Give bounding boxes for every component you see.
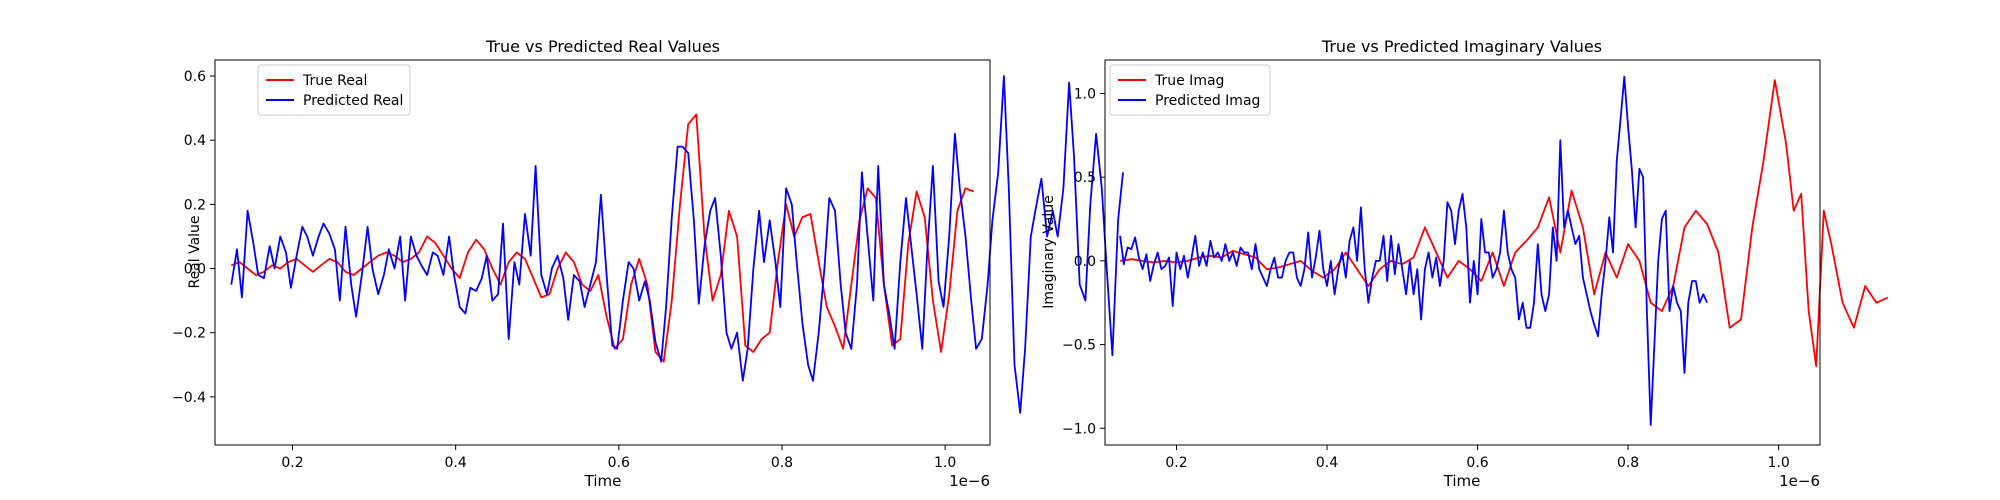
legend-box	[1109, 64, 1271, 116]
legend-label-true-real: True Real	[302, 73, 367, 89]
y-tick-label: 0.2	[184, 197, 206, 213]
legend-label-predicted-real: Predicted Real	[303, 93, 403, 109]
chart-title: True vs Predicted Real Values	[485, 37, 720, 56]
plot-frame	[1104, 59, 1821, 446]
x-tick-label: 0.6	[608, 455, 630, 471]
y-tick-label: −0.2	[172, 326, 206, 342]
x-tick-label: 0.8	[1617, 455, 1639, 471]
legend: True Real Predicted Real	[257, 64, 411, 116]
x-offset-label: 1e−6	[949, 472, 990, 490]
chart-real-values: True vs Predicted Real Values 0.2 0.4 0.6 0…	[172, 37, 1124, 490]
legend-box	[257, 64, 411, 116]
y-tick-label: 0.0	[1074, 254, 1096, 270]
x-tick-label: 0.4	[1316, 455, 1338, 471]
y-tick-label: −0.5	[1062, 338, 1096, 354]
x-axis-label: Time	[1443, 472, 1481, 490]
x-tick-label: 1.0	[1767, 455, 1789, 471]
y-tick-label: 0.0	[184, 262, 206, 278]
x-tick-label: 1.0	[934, 455, 956, 471]
series-line-predicted-real	[230, 75, 1124, 414]
x-tick-label: 0.6	[1466, 455, 1488, 471]
x-tick-label: 0.2	[281, 455, 303, 471]
series-line-true-imag	[1119, 79, 1889, 368]
y-tick-label: 0.4	[184, 133, 206, 149]
y-tick-label: −0.4	[172, 390, 206, 406]
y-tick-label: 1.0	[1074, 86, 1096, 102]
y-axis-label: Real Value	[187, 215, 203, 288]
x-axis-label: Time	[584, 472, 622, 490]
legend: True Imag Predicted Imag	[1109, 64, 1271, 116]
chart-title: True vs Predicted Imaginary Values	[1321, 37, 1602, 56]
series-line-predicted-imag	[1119, 75, 1708, 426]
y-axis-label: Imaginary Value	[1041, 195, 1057, 309]
legend-label-predicted-imag: Predicted Imag	[1155, 93, 1260, 109]
x-tick-label: 0.4	[445, 455, 467, 471]
y-tick-label: 0.6	[184, 69, 206, 85]
x-tick-label: 0.8	[771, 455, 793, 471]
legend-label-true-imag: True Imag	[1154, 73, 1224, 89]
chart-imaginary-values: True vs Predicted Imaginary Values 0.2 0.…	[1041, 37, 1889, 490]
y-tick-label: 0.5	[1074, 170, 1096, 186]
series-line-true-real	[230, 113, 975, 363]
y-tick-label: −1.0	[1062, 421, 1096, 437]
x-tick-label: 0.2	[1165, 455, 1187, 471]
plot-frame	[214, 59, 991, 446]
x-offset-label: 1e−6	[1779, 472, 1820, 490]
